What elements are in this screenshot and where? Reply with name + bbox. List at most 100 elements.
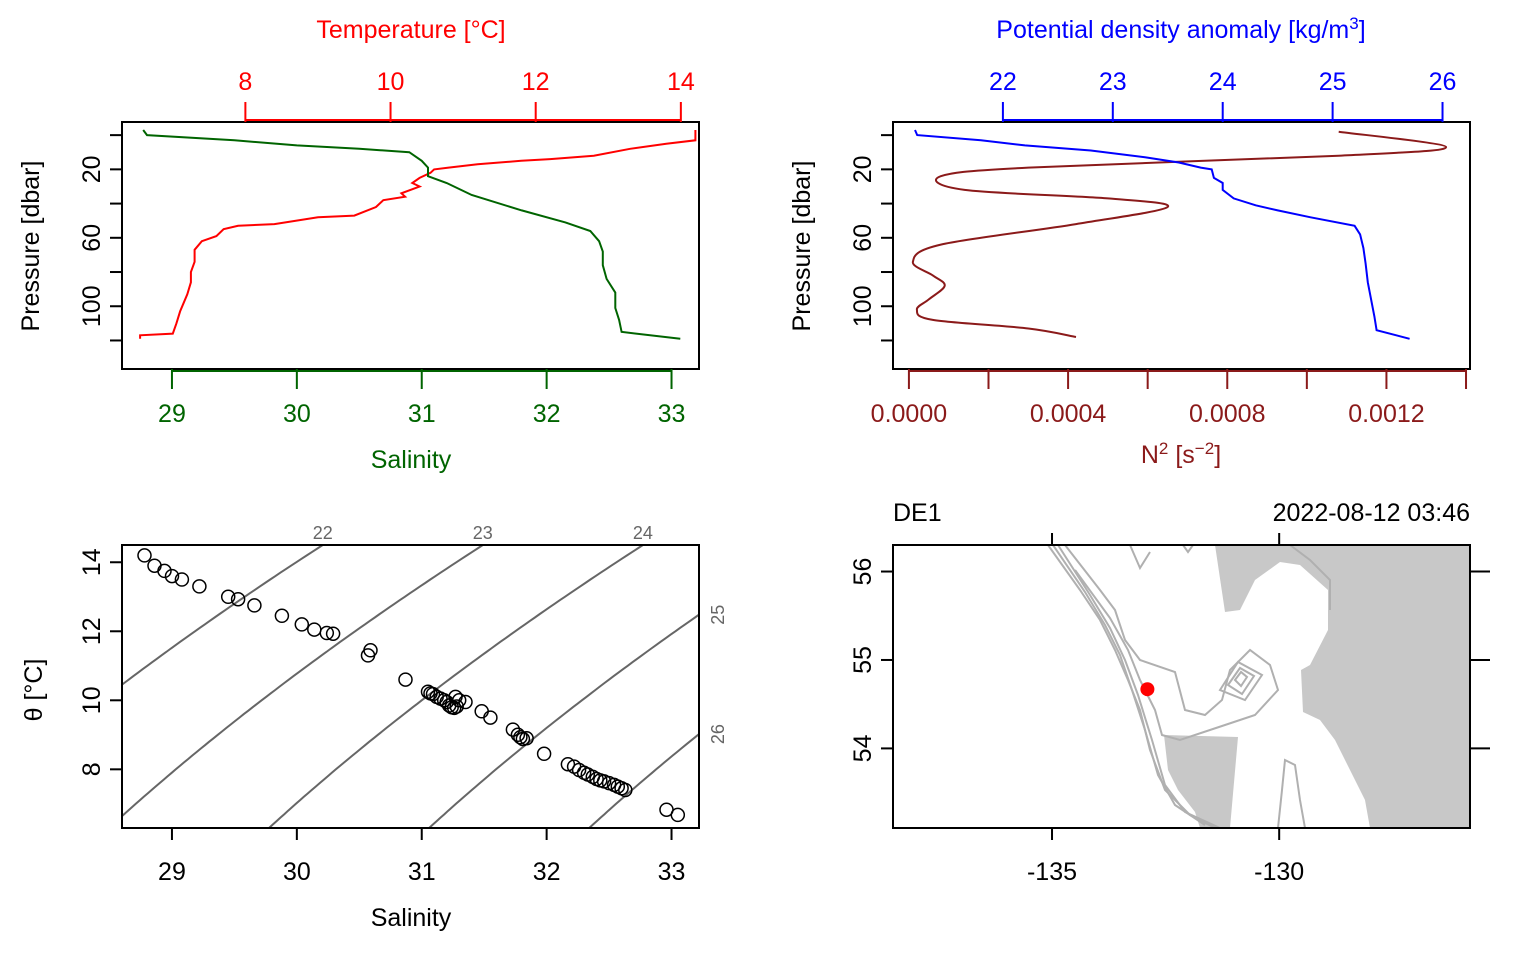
- ts-point: [425, 686, 441, 702]
- ts-point: [560, 756, 576, 772]
- ts-point: [137, 548, 152, 563]
- temperature-profile-line: [139, 130, 697, 339]
- ts-point: [483, 710, 498, 725]
- salinity-tick-label: 29: [158, 400, 186, 428]
- land-east: [1215, 545, 1470, 828]
- latitude-tick-label: 54: [849, 734, 877, 762]
- ts-point: [247, 598, 262, 613]
- density-n2-frame: [892, 121, 1471, 370]
- temperature-tick-label: 10: [377, 68, 405, 96]
- salinity-tick-label: 30: [283, 858, 311, 886]
- land-island: [1164, 735, 1238, 828]
- station-map-panel: -135 -130 54 55 56 DE1 2022-08-12 03:46: [849, 499, 1490, 886]
- isopycnal-line: [122, 545, 485, 818]
- ts-point: [474, 704, 489, 719]
- isopycnal-label: 26: [708, 724, 728, 744]
- temperature-tick-label: 14: [667, 68, 695, 96]
- salinity-tick-label: 32: [533, 858, 561, 886]
- isopycnal-labels: 22 23 24 25 26: [313, 523, 728, 744]
- isopycnal-line: [122, 545, 325, 686]
- map-longitude-axis: -135 -130: [1027, 828, 1304, 886]
- salinity-tick-label: 31: [408, 858, 436, 886]
- isopycnal-label: 25: [708, 605, 728, 625]
- station-marker: [1140, 682, 1155, 697]
- density-n2-pressure-axis: 20 60 100: [849, 134, 893, 342]
- salinity-tick-label: 29: [158, 858, 186, 886]
- ts-point: [519, 731, 534, 746]
- ts-point: [192, 579, 207, 594]
- theta-tick-label: 8: [78, 762, 106, 776]
- ts-point: [294, 617, 310, 632]
- ts-point: [505, 722, 521, 737]
- ts-point: [398, 672, 413, 687]
- n2-profile-line: [911, 130, 1448, 338]
- pressure-tick-label: 20: [78, 155, 106, 183]
- ts-profile-panel: 20 60 100 8 10 12 14 29 30 31 32 33 Temperature […: [17, 16, 700, 474]
- pressure-tick-label: 100: [78, 285, 106, 327]
- ts-point: [446, 700, 462, 716]
- salinity-tick-label: 31: [408, 400, 436, 428]
- ts-diagram-ylabel: θ [°C]: [20, 659, 48, 722]
- ts-point: [319, 625, 335, 641]
- temperature-tick-label: 8: [238, 68, 252, 96]
- latitude-tick-label: 56: [849, 558, 877, 586]
- theta-tick-label: 10: [78, 686, 106, 714]
- temperature-axis-title: Temperature [°C]: [316, 16, 505, 44]
- salinity-tick-label: 33: [658, 858, 686, 886]
- ts-profile-pressure-axis: 20 60 100: [78, 134, 122, 342]
- density-tick-label: 22: [989, 68, 1017, 96]
- map-content: [1047, 545, 1470, 828]
- salinity-tick-label: 32: [533, 400, 561, 428]
- n2-tick-label: 0.0000: [871, 400, 947, 428]
- salinity-tick-label: 30: [283, 400, 311, 428]
- density-line: [914, 129, 1410, 340]
- theta-tick-label: 12: [78, 617, 106, 645]
- n2-tick-label: 0.0004: [1030, 400, 1107, 428]
- ts-point: [510, 727, 526, 743]
- latitude-tick-label: 55: [849, 646, 877, 674]
- density-axis-title: Potential density anomaly [kg/m3]: [996, 14, 1365, 44]
- ts-point: [307, 622, 322, 637]
- isopycnal-lines: [122, 545, 699, 828]
- ts-point: [230, 591, 246, 607]
- ts-point: [451, 693, 467, 708]
- density-tick-label: 25: [1319, 68, 1347, 96]
- station-map-frame: [892, 544, 1471, 829]
- density-tick-label: 23: [1099, 68, 1127, 96]
- ts-profile-frame: [121, 121, 700, 370]
- ts-diagram-panel: 22 23 24 25 26 29 30 31 32 33 8 10 12 14 Salinity θ…: [20, 523, 728, 932]
- density-tick-label: 24: [1209, 68, 1237, 96]
- ts-point: [458, 694, 473, 710]
- ts-profile-pressure-label: Pressure [dbar]: [17, 161, 45, 332]
- salinity-tick-label: 33: [658, 400, 686, 428]
- n2-tick-label: 0.0008: [1189, 400, 1265, 428]
- pressure-tick-label: 100: [849, 285, 877, 327]
- pressure-tick-label: 60: [849, 224, 877, 252]
- map-right-ticks: [1470, 570, 1490, 750]
- ts-point: [513, 729, 528, 745]
- density-tick-label: 26: [1429, 68, 1457, 96]
- ts-point: [449, 699, 464, 714]
- ts-diagram-theta-axis: 8 10 12 14: [78, 548, 122, 776]
- salinity-axis: 29 30 31 32 33: [158, 369, 685, 428]
- map-top-ticks: [1051, 533, 1281, 545]
- temperature-tick-label: 12: [522, 68, 550, 96]
- salinity-line: [142, 129, 681, 340]
- ts-point: [274, 608, 290, 624]
- ts-diagram-xlabel: Salinity: [371, 904, 452, 932]
- map-latitude-axis: 54 55 56: [849, 558, 893, 762]
- ts-point: [618, 782, 633, 798]
- ts-point: [164, 568, 180, 584]
- ts-point: [363, 643, 378, 658]
- isopycnal-label: 22: [313, 523, 333, 543]
- ts-point: [174, 572, 190, 587]
- ts-point: [325, 626, 341, 641]
- isopycnal-label: 23: [473, 523, 493, 543]
- n2-line: [911, 130, 1448, 338]
- isopycnal-label: 24: [633, 523, 653, 543]
- pressure-tick-label: 60: [78, 224, 106, 252]
- ts-point: [536, 746, 552, 762]
- isopycnal-line: [267, 545, 645, 828]
